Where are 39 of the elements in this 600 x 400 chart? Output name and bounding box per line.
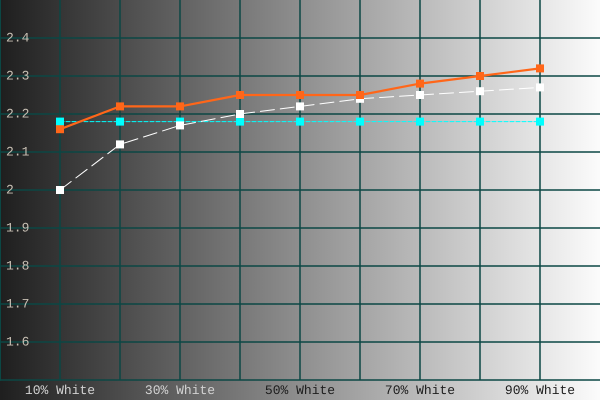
- x-tick-label: 30% White: [144, 383, 216, 398]
- point: [416, 91, 424, 99]
- y-tick-label: 2.3: [6, 68, 30, 84]
- y-tick-label: 2.1: [6, 144, 30, 160]
- point: [56, 186, 64, 194]
- y-tick-label: 1.7: [6, 296, 30, 312]
- point: [116, 140, 124, 148]
- x-tick-label: 70% White: [384, 383, 456, 398]
- point: [236, 118, 244, 126]
- y-tick-label: 1.6: [6, 334, 30, 350]
- point: [56, 118, 64, 126]
- point: [296, 91, 304, 99]
- point: [296, 102, 304, 110]
- point: [476, 118, 484, 126]
- point: [536, 118, 544, 126]
- point: [296, 118, 304, 126]
- y-tick-label: 1.8: [6, 258, 30, 274]
- y-tick-label: 2: [6, 182, 14, 198]
- point: [56, 125, 64, 134]
- point: [536, 83, 544, 92]
- point: [176, 121, 184, 130]
- y-tick-label: 2.2: [6, 106, 30, 122]
- point: [416, 118, 424, 126]
- point: [236, 91, 244, 99]
- x-tick-label: 90% White: [504, 383, 576, 398]
- point: [476, 72, 484, 80]
- point: [416, 80, 424, 88]
- y-tick-label: 1.9: [6, 220, 30, 236]
- point: [356, 91, 364, 99]
- point: [476, 87, 484, 96]
- point: [116, 118, 124, 126]
- point: [176, 102, 184, 110]
- x-tick-label: 50% White: [264, 383, 336, 398]
- point: [116, 102, 124, 110]
- point: [356, 118, 364, 126]
- point: [236, 110, 244, 118]
- y-tick-label: 2.4: [6, 30, 30, 46]
- point: [536, 64, 544, 72]
- x-tick-label: 10% White: [24, 383, 96, 398]
